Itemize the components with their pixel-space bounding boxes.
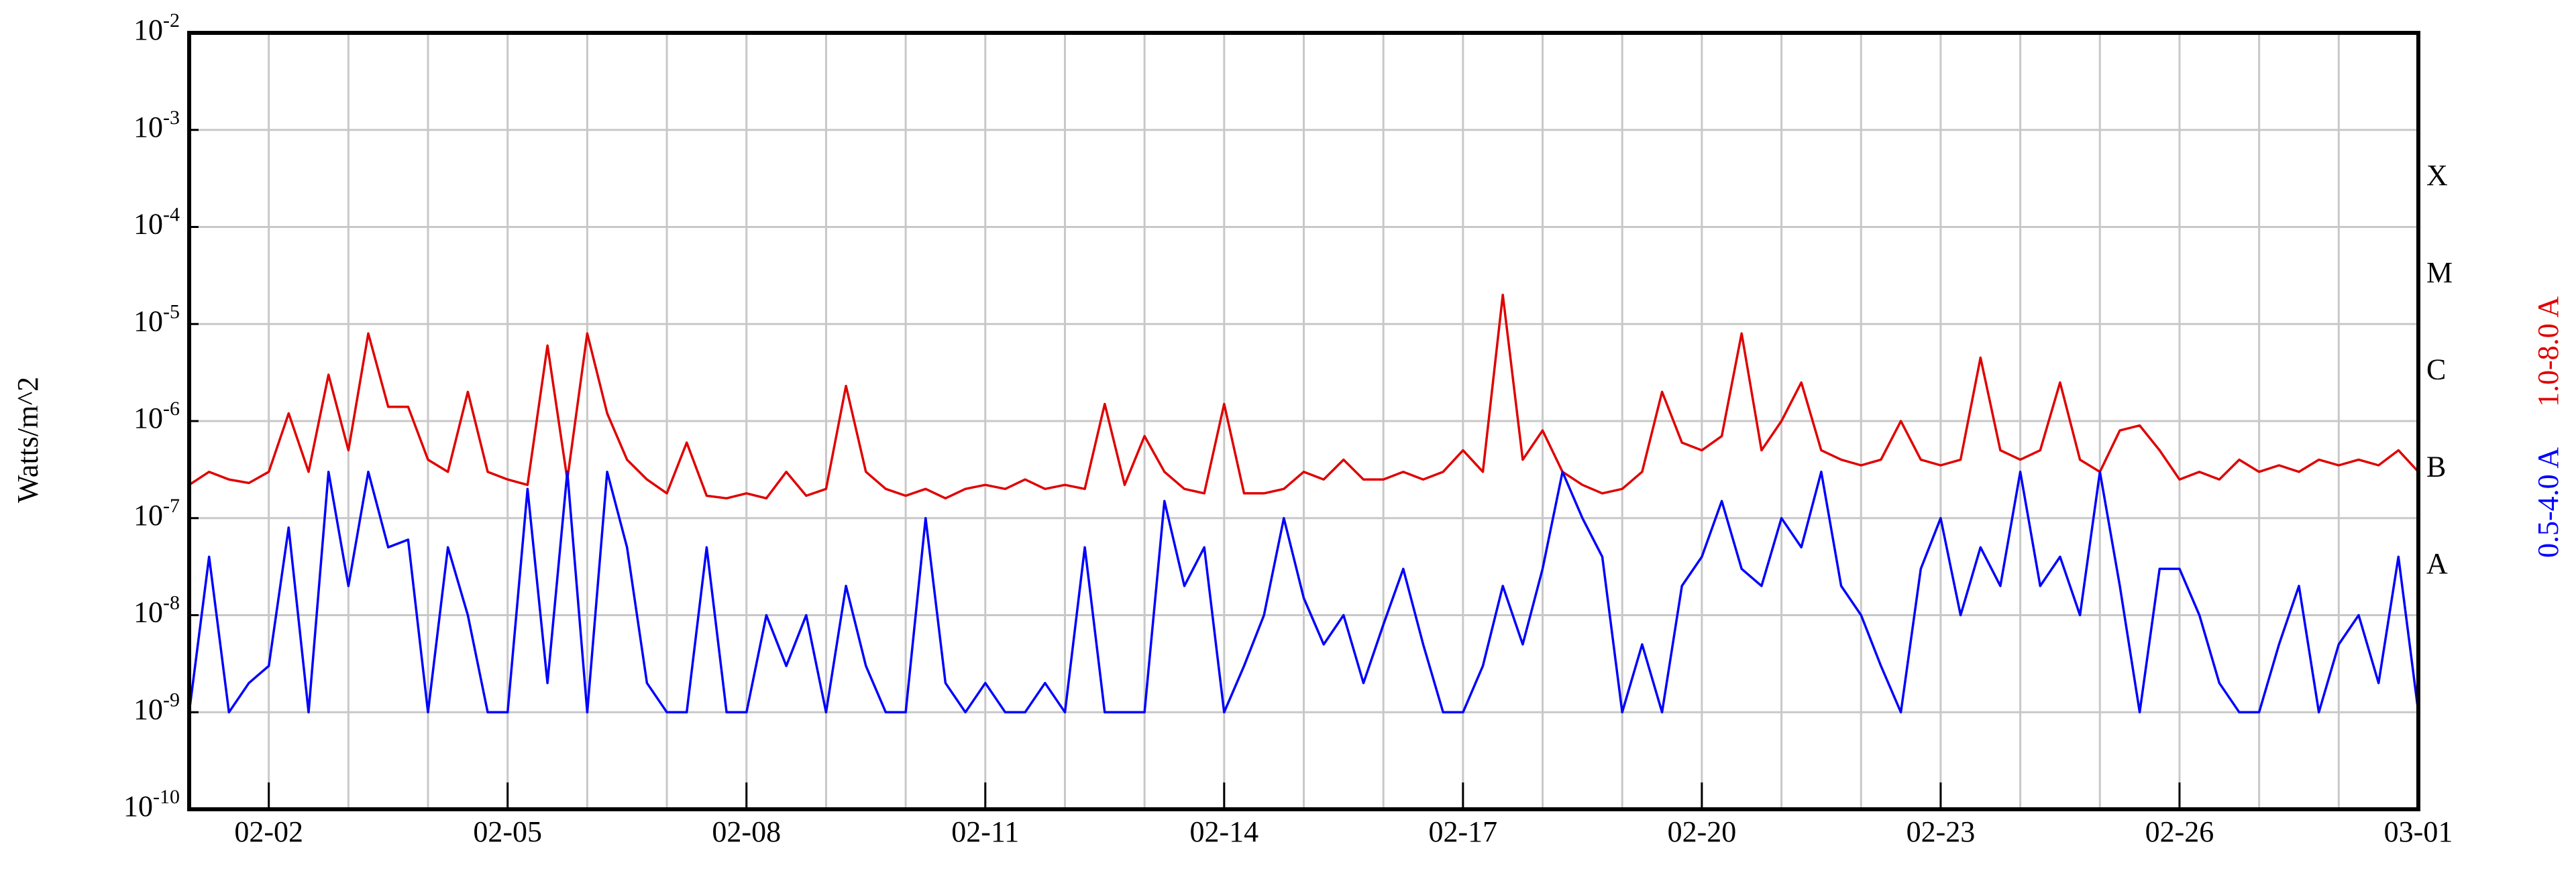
y-tick-base: 10 <box>133 596 163 629</box>
y-tick-label: 10-8 <box>133 591 180 628</box>
x-tick-label: 02-14 <box>1189 815 1258 848</box>
series-line <box>189 293 2420 500</box>
y-tick-base: 10 <box>133 13 163 46</box>
y-tick-base: 10 <box>133 693 163 725</box>
y-tick-base: 10 <box>133 208 163 241</box>
y-axis-title: Watts/m^2 <box>11 377 44 503</box>
y-tick-label: 10-5 <box>133 300 180 337</box>
y-tick-base: 10 <box>123 790 153 823</box>
y-tick-exponent: -8 <box>163 591 180 613</box>
y-tick-label: 10-6 <box>133 398 180 434</box>
y-tick-base: 10 <box>133 499 163 532</box>
legend: 0.5-4.0 A 1.0-8.0 A <box>2532 296 2565 558</box>
x-tick-label: 02-08 <box>712 815 781 848</box>
y-tick-exponent: -3 <box>163 107 180 129</box>
y-tick-exponent: -5 <box>163 300 180 323</box>
x-tick-label: 02-26 <box>2145 815 2214 848</box>
y-tick-exponent: -4 <box>163 203 180 225</box>
x-tick-label: 02-11 <box>951 815 1019 848</box>
x-tick-label: 02-20 <box>1668 815 1737 848</box>
x-tick-label: 02-23 <box>1907 815 1976 848</box>
y-tick-base: 10 <box>133 304 163 337</box>
flare-class-label: A <box>2426 547 2448 580</box>
legend-entry: 0.5-4.0 A <box>2532 447 2565 558</box>
y-tick-label: 10-7 <box>133 495 180 532</box>
plot-frame <box>187 31 2420 811</box>
x-tick-label: 02-05 <box>473 815 542 848</box>
y-tick-exponent: -2 <box>163 9 180 32</box>
x-tick-label: 03-01 <box>2384 815 2453 848</box>
series-line <box>188 470 2420 714</box>
y-tick-label: 10-10 <box>123 786 180 823</box>
y-tick-base: 10 <box>133 402 163 434</box>
flare-class-label: B <box>2426 450 2446 483</box>
flare-class-label: M <box>2426 256 2453 289</box>
y-tick-exponent: -7 <box>163 495 180 517</box>
legend-entry: 1.0-8.0 A <box>2532 296 2565 407</box>
y-tick-label: 10-3 <box>133 107 180 143</box>
flare-class-label: C <box>2426 353 2446 386</box>
y-tick-exponent: -10 <box>153 786 180 808</box>
y-tick-label: 10-4 <box>133 203 180 240</box>
x-tick-label: 02-02 <box>234 815 303 848</box>
y-tick-exponent: -9 <box>163 689 180 711</box>
y-tick-exponent: -6 <box>163 398 180 420</box>
y-tick-label: 10-9 <box>133 689 180 725</box>
y-tick-label: 10-2 <box>133 9 180 46</box>
y-tick-base: 10 <box>133 111 163 143</box>
flare-class-label: X <box>2426 159 2448 192</box>
x-tick-label: 02-17 <box>1429 815 1498 848</box>
